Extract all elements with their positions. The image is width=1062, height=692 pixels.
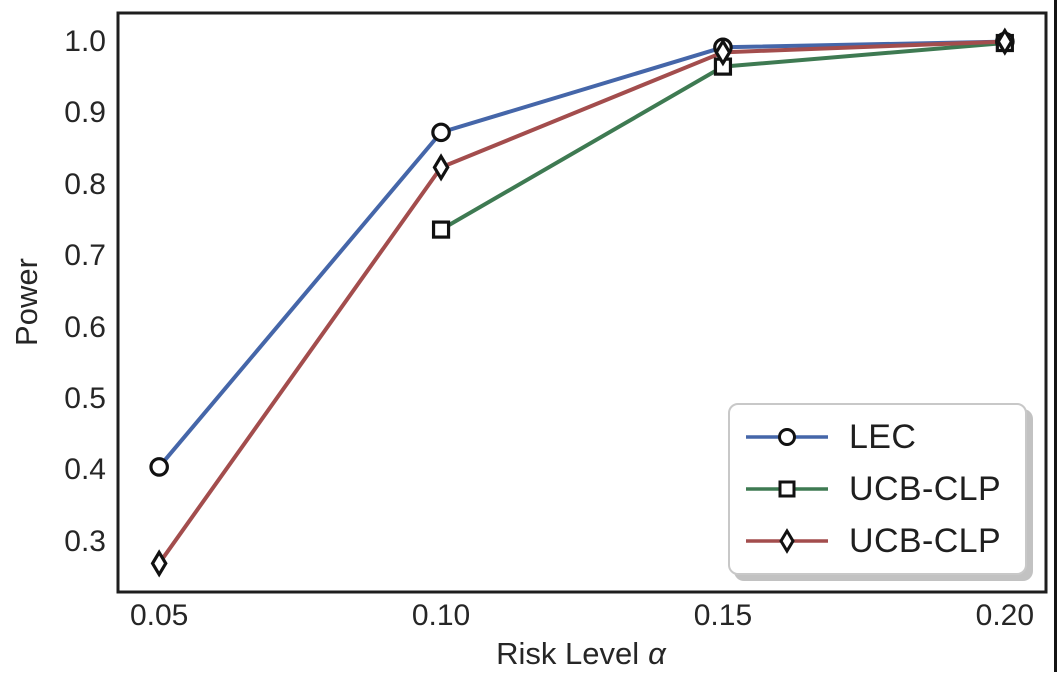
y-axis-title: Power xyxy=(9,258,44,346)
y-tick-label: 0.4 xyxy=(64,453,106,487)
legend-item-diamond: UCB-CLP xyxy=(744,524,1025,558)
diamond-marker xyxy=(150,549,168,578)
legend-sample-square xyxy=(746,480,828,498)
series-line-0 xyxy=(157,39,1007,469)
diamond-marker xyxy=(432,153,450,182)
y-tick-label: 0.8 xyxy=(64,167,106,201)
diamond-icon xyxy=(779,528,795,554)
legend-item-circle: LEC xyxy=(744,420,1025,454)
legend-item-square: UCB-CLP xyxy=(744,472,1025,506)
diamond-marker xyxy=(714,38,732,67)
y-tick-label: 0.9 xyxy=(64,96,106,130)
legend: LEC UCB-CLP UCB-CLP xyxy=(728,403,1027,575)
y-tick-label: 0.6 xyxy=(64,310,106,344)
legend-sample-diamond xyxy=(746,528,828,554)
diamond-marker xyxy=(996,27,1014,56)
legend-sample-circle xyxy=(746,428,828,446)
series-line-2 xyxy=(157,39,1007,566)
square-icon xyxy=(778,480,796,498)
circle-icon xyxy=(778,428,796,446)
x-tick-label: 0.10 xyxy=(411,599,471,632)
legend-label: UCB-CLP xyxy=(849,522,1002,560)
axes-spines xyxy=(116,11,1048,594)
y-tick-label: 0.3 xyxy=(64,524,106,558)
square-marker xyxy=(431,220,451,239)
legend-label: UCB-CLP xyxy=(849,470,1002,508)
x-axis-title: Risk Level α xyxy=(496,636,666,672)
x-tick-label: 0.15 xyxy=(693,599,753,632)
x-tick-label: 0.20 xyxy=(975,599,1035,632)
page-border-line xyxy=(1054,0,1057,672)
y-tick-label: 0.5 xyxy=(64,382,106,415)
x-tick-label: 0.05 xyxy=(129,599,189,632)
y-tick-label: 0.7 xyxy=(64,239,106,273)
legend-label: LEC xyxy=(849,418,917,456)
x-axis-title-text: Risk Level xyxy=(496,636,640,671)
y-tick-label: 1.0 xyxy=(64,24,106,58)
circle-marker xyxy=(149,457,169,477)
alpha-symbol: α xyxy=(648,636,666,671)
circle-marker xyxy=(431,122,451,143)
